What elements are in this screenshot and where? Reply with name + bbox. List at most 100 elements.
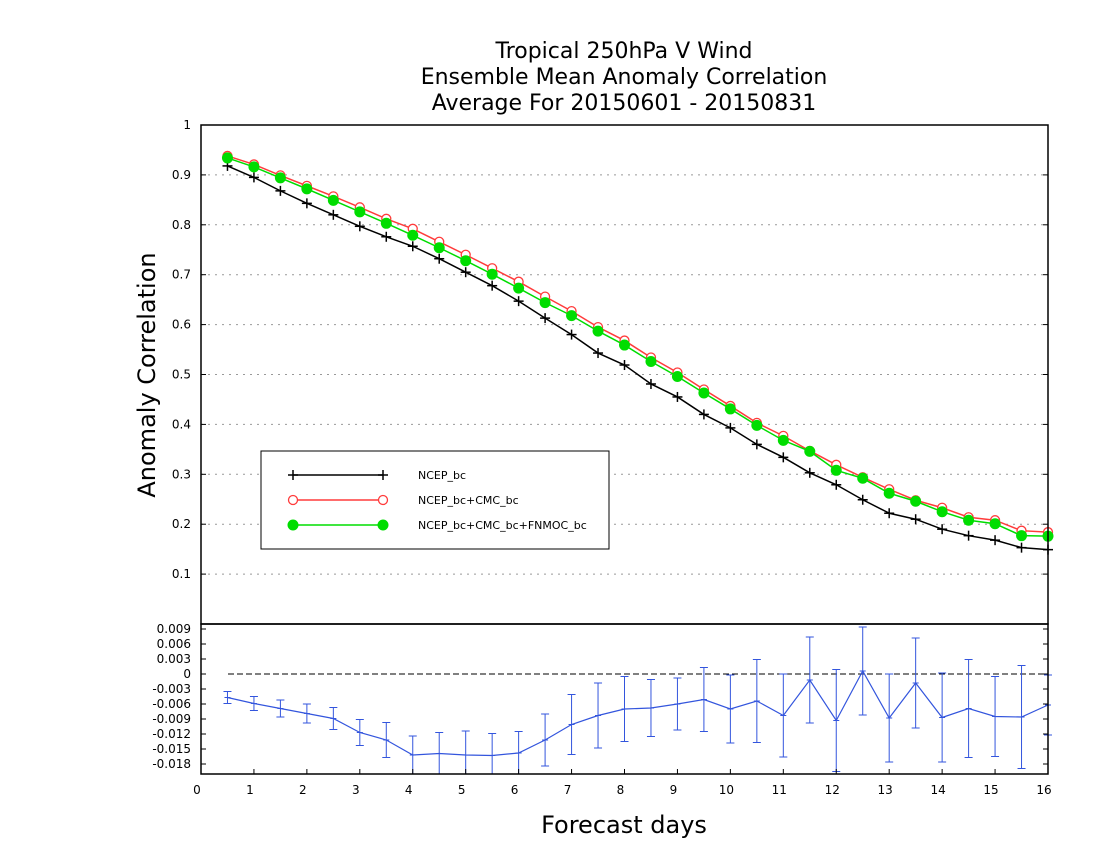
legend-marker bbox=[377, 519, 389, 531]
y-tick-label: 0 bbox=[183, 667, 191, 681]
y-tick-label: -0.009 bbox=[152, 712, 191, 726]
y-tick-label: 0.2 bbox=[172, 517, 191, 531]
data-point bbox=[804, 467, 815, 478]
y-tick-label: 0.9 bbox=[172, 168, 191, 182]
error-bar bbox=[594, 682, 603, 749]
error-bar bbox=[276, 699, 285, 718]
data-point bbox=[1016, 530, 1028, 542]
x-tick-label: 13 bbox=[878, 783, 893, 797]
main-y-ticks: 0.1 0.2 0.3 0.4 0.5 0.6 0.7 0.8 0.9 1 bbox=[172, 118, 1048, 581]
legend: NCEP_bc NCEP_bc+CMC_bc NCEP_bc+CMC_bc+FNMO… bbox=[260, 450, 610, 550]
data-point bbox=[645, 356, 657, 368]
data-point bbox=[963, 514, 975, 526]
x-tick-label: 12 bbox=[825, 783, 840, 797]
y-tick-label: 0.006 bbox=[157, 637, 191, 651]
chart-title-line: Average For 20150601 - 20150831 bbox=[432, 91, 817, 116]
data-point bbox=[990, 535, 1001, 546]
x-axis-label: Forecast days bbox=[541, 811, 707, 839]
data-point bbox=[831, 479, 842, 490]
error-bar bbox=[567, 694, 576, 755]
error-bar bbox=[752, 659, 761, 743]
error-bar bbox=[805, 636, 814, 724]
error-bar bbox=[885, 673, 894, 763]
y-axis-label: Anomaly Correlation bbox=[133, 252, 161, 497]
error-bar bbox=[964, 659, 973, 758]
data-point bbox=[380, 217, 392, 229]
y-tick-label: -0.003 bbox=[152, 682, 191, 696]
data-point bbox=[857, 494, 868, 505]
error-bar bbox=[355, 719, 364, 746]
data-point bbox=[539, 297, 551, 309]
y-tick-label: 0.009 bbox=[157, 622, 191, 636]
data-point bbox=[407, 229, 419, 241]
series-line bbox=[227, 165, 1049, 551]
difference-line bbox=[227, 669, 1049, 757]
data-point bbox=[1016, 542, 1027, 553]
data-point bbox=[698, 387, 710, 399]
data-point bbox=[486, 268, 498, 280]
data-point bbox=[751, 419, 763, 431]
difference-panel: 0.0090.0060.0030-0.003-0.006-0.009-0.012… bbox=[152, 622, 1052, 775]
data-point bbox=[645, 378, 656, 389]
data-point bbox=[407, 241, 418, 252]
data-point bbox=[381, 231, 392, 242]
data-point bbox=[513, 296, 524, 307]
legend-marker bbox=[287, 494, 299, 506]
data-point bbox=[275, 185, 286, 196]
data-point bbox=[830, 464, 842, 476]
y-tick-label: -0.015 bbox=[152, 742, 191, 756]
x-tick-label: 9 bbox=[670, 783, 678, 797]
error-bar bbox=[408, 735, 417, 775]
data-point bbox=[857, 472, 869, 484]
data-point bbox=[698, 409, 709, 420]
error-bar bbox=[779, 673, 788, 758]
data-point bbox=[910, 514, 921, 525]
x-tick-label: 2 bbox=[299, 783, 307, 797]
data-point bbox=[433, 242, 445, 254]
x-tick-label: 8 bbox=[617, 783, 625, 797]
legend-label: NCEP_bc bbox=[418, 469, 466, 482]
data-point bbox=[354, 206, 366, 218]
data-point bbox=[751, 439, 762, 450]
error-bar bbox=[223, 691, 232, 704]
error-bar bbox=[302, 703, 311, 724]
data-point bbox=[778, 452, 789, 463]
data-point bbox=[777, 434, 789, 446]
data-point bbox=[592, 325, 604, 337]
error-bar bbox=[329, 707, 338, 730]
data-point bbox=[725, 422, 736, 433]
error-bar bbox=[646, 679, 655, 737]
error-bar bbox=[991, 676, 1000, 757]
y-tick-label: -0.018 bbox=[152, 757, 191, 771]
error-bar bbox=[911, 637, 920, 729]
data-point bbox=[671, 370, 683, 382]
error-bar bbox=[435, 732, 444, 775]
data-point bbox=[328, 209, 339, 220]
legend-label: NCEP_bc+CMC_bc+FNMOC_bc bbox=[418, 519, 587, 532]
y-tick-label: 1 bbox=[183, 118, 191, 132]
error-bar bbox=[726, 674, 735, 744]
chart-title-line: Tropical 250hPa V Wind bbox=[494, 39, 752, 64]
legend-marker bbox=[377, 494, 389, 506]
error-bar bbox=[938, 672, 947, 763]
y-tick-label: 0.5 bbox=[172, 368, 191, 382]
data-point bbox=[274, 172, 286, 184]
error-bar bbox=[699, 667, 708, 732]
error-bar bbox=[382, 722, 391, 758]
data-point bbox=[884, 508, 895, 519]
x-tick-label: 5 bbox=[458, 783, 466, 797]
error-bar bbox=[858, 626, 867, 716]
data-point bbox=[672, 391, 683, 402]
data-point bbox=[566, 329, 577, 340]
data-point bbox=[301, 183, 313, 195]
data-point bbox=[248, 161, 260, 173]
x-tick-label: 0 bbox=[193, 783, 201, 797]
data-point bbox=[724, 403, 736, 415]
error-bar bbox=[488, 733, 497, 775]
y-tick-label: 0.4 bbox=[172, 417, 191, 431]
data-point bbox=[593, 348, 604, 359]
data-point bbox=[883, 487, 895, 499]
data-point bbox=[989, 518, 1001, 530]
x-tick-label: 1 bbox=[246, 783, 254, 797]
data-point bbox=[327, 194, 339, 206]
